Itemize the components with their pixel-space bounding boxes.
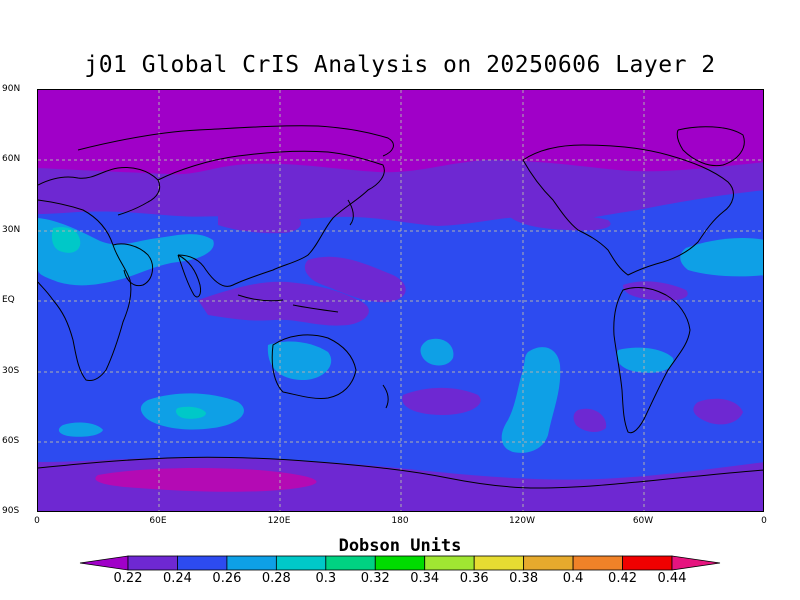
colorbar-tick-label: 0.44 <box>657 571 687 586</box>
coast-arabia <box>112 243 154 287</box>
field-southern-low-3 <box>573 408 607 432</box>
colorbar-arrow-high <box>671 555 721 571</box>
field-southern-cell-2 <box>58 422 103 437</box>
coast-newzealand <box>382 384 389 409</box>
coast-arctic-asia <box>77 125 394 157</box>
chart-title: j01 Global CrIS Analysis on 20250606 Lay… <box>84 52 716 78</box>
colorbar-tick-label: 0.34 <box>410 571 440 586</box>
field-south-cell-3 <box>616 347 674 373</box>
field-antarctic-core <box>95 467 317 492</box>
coast-japan <box>347 199 354 226</box>
ozone-map <box>38 90 763 511</box>
coast-antarctica <box>38 456 763 489</box>
lat-label: EQ <box>2 295 15 305</box>
field-south-cell-1 <box>267 341 332 380</box>
colorbar-swatch <box>473 555 525 571</box>
colorbar-swatch <box>572 555 623 571</box>
coast-indonesia <box>237 294 339 313</box>
coast-south-america <box>613 287 691 434</box>
lat-label: 30N <box>2 225 21 235</box>
lon-label: 120W <box>508 516 536 526</box>
colorbar-swatch <box>622 555 673 571</box>
lon-label: 0 <box>761 516 767 526</box>
field-pacific-high <box>680 238 763 277</box>
field-south-cell-2 <box>420 338 454 366</box>
colorbar-tick-label: 0.38 <box>509 571 539 586</box>
coast-india <box>177 254 201 298</box>
colorbar-tick-label: 0.42 <box>608 571 638 586</box>
colorbar-tick-label: 0.22 <box>113 571 143 586</box>
colorbar-swatch <box>177 555 228 571</box>
lon-label: 0 <box>34 516 40 526</box>
lon-label: 120E <box>267 516 291 526</box>
field-sahara-peak <box>51 227 81 253</box>
colorbar-swatch <box>275 555 327 571</box>
map-plot-area <box>37 89 764 512</box>
coast-australia <box>271 334 357 399</box>
colorbar <box>79 555 721 571</box>
colorbar-swatch <box>374 555 426 571</box>
lat-label: 60S <box>2 436 20 446</box>
colorbar-tick-label: 0.28 <box>261 571 291 586</box>
field-sahara <box>38 218 214 286</box>
colorbar-swatch <box>424 555 475 571</box>
field-north-band-3 <box>508 213 611 231</box>
graticule <box>38 90 763 511</box>
colorbar-tick-label: 0.24 <box>162 571 192 586</box>
lat-label: 90S <box>2 506 20 516</box>
field-plume <box>501 347 561 453</box>
field-southern-cell-1-peak <box>175 406 206 419</box>
coast-africa <box>38 199 132 381</box>
field-southern-low-1 <box>402 387 481 415</box>
coast-greenland <box>676 126 745 167</box>
colorbar-tick-label: 0.3 <box>315 571 337 586</box>
colorbar-tick-label: 0.32 <box>360 571 390 586</box>
colorbar-swatch <box>523 555 574 571</box>
lat-label: 60N <box>2 154 21 164</box>
colorbar-arrow-low <box>79 555 129 571</box>
lat-label: 30S <box>2 366 20 376</box>
coast-north-america <box>522 144 734 276</box>
lat-label: 90N <box>2 84 21 94</box>
colorbar-tick-label: 0.36 <box>459 571 489 586</box>
coast-europe <box>38 167 161 216</box>
colorbar-tick-label: 0.26 <box>212 571 242 586</box>
coastlines <box>38 125 763 489</box>
lon-label: 60W <box>632 516 654 526</box>
field-tropical-low <box>198 281 369 326</box>
colorbar-swatch <box>325 555 376 571</box>
field-pacific-low <box>304 256 406 303</box>
lon-label: 180 <box>391 516 409 526</box>
colorbar-tick-label: 0.4 <box>562 571 584 586</box>
colorbar-title: Dobson Units <box>338 536 462 556</box>
colorbar-swatch <box>127 555 178 571</box>
colorbar-swatch <box>226 555 277 571</box>
field-atlantic-low <box>623 281 688 301</box>
coast-asia <box>157 150 385 287</box>
field-southern-low-2 <box>693 398 743 425</box>
lon-label: 60E <box>149 516 167 526</box>
